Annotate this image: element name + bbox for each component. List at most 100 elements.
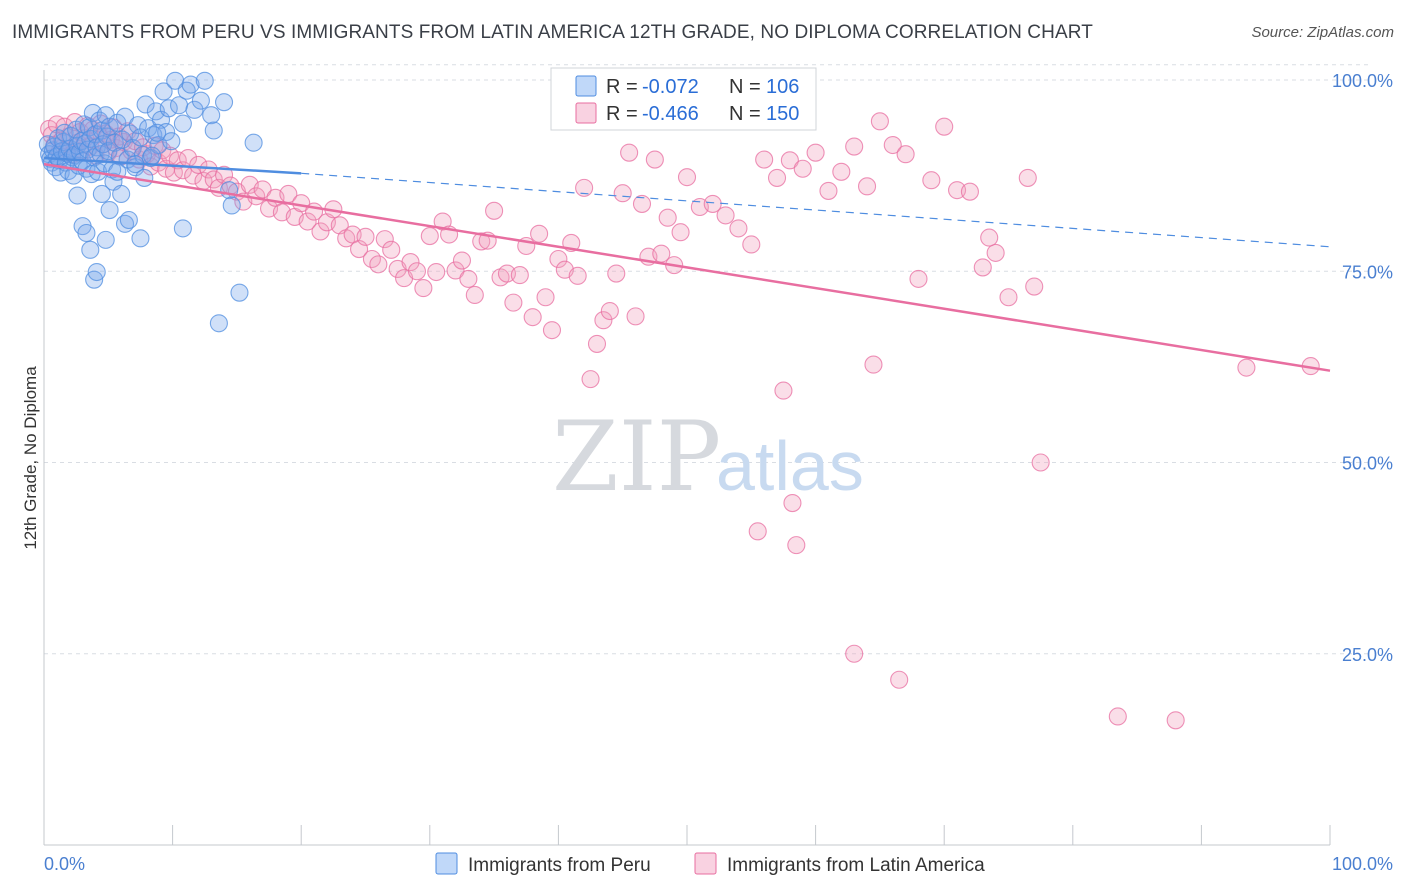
point-latin-america <box>819 181 838 200</box>
trend-line-peru-dashed <box>301 172 1331 248</box>
point-latin-america <box>986 243 1005 262</box>
point-latin-america <box>626 307 645 326</box>
point-latin-america <box>890 670 909 689</box>
point-latin-america <box>600 301 619 321</box>
point-peru <box>112 184 131 204</box>
point-latin-america <box>401 253 420 272</box>
point-latin-america <box>613 184 632 203</box>
point-latin-america <box>356 227 375 246</box>
stats-n-value-latin-america: 150 <box>766 103 799 125</box>
point-latin-america <box>748 522 767 541</box>
point-latin-america <box>369 255 388 274</box>
point-peru <box>119 210 138 230</box>
point-latin-america <box>645 150 664 169</box>
point-latin-america <box>414 279 433 298</box>
point-latin-america <box>922 171 941 190</box>
point-peru <box>87 262 106 282</box>
point-latin-america <box>755 150 774 169</box>
watermark-zip: ZIP <box>552 401 721 513</box>
point-latin-america <box>883 135 902 155</box>
point-latin-america <box>742 235 761 254</box>
trend-line-latin-america <box>43 162 1331 372</box>
point-peru <box>204 121 223 140</box>
trend-layer <box>43 156 1331 372</box>
point-peru <box>244 133 263 152</box>
point-latin-america <box>864 355 883 374</box>
point-latin-america <box>1108 707 1127 726</box>
y-axis-label: 12th Grade, No Diploma <box>21 366 40 550</box>
point-latin-america <box>857 177 877 196</box>
point-latin-america <box>980 228 999 247</box>
point-peru <box>68 186 87 205</box>
point-peru <box>222 196 241 215</box>
point-latin-america <box>671 223 690 242</box>
point-latin-america <box>793 159 812 178</box>
point-latin-america <box>446 261 465 280</box>
y-tick-label: 100.0% <box>1332 71 1393 91</box>
point-peru <box>131 229 150 248</box>
point-peru <box>230 283 249 302</box>
point-peru <box>159 99 178 118</box>
watermark: ZIP atlas <box>552 401 864 513</box>
point-latin-america <box>783 493 802 513</box>
point-latin-america <box>909 269 928 288</box>
point-latin-america <box>575 178 594 197</box>
point-latin-america <box>677 168 697 187</box>
point-latin-america <box>870 112 889 131</box>
point-latin-america <box>832 162 851 181</box>
point-latin-america <box>568 266 587 285</box>
point-peru <box>166 71 185 90</box>
point-latin-america <box>780 151 799 170</box>
point-latin-america <box>311 222 330 241</box>
point-latin-america <box>420 227 439 246</box>
point-latin-america <box>594 311 613 330</box>
chart-source: Source: ZipAtlas.com <box>1251 24 1394 41</box>
point-latin-america <box>658 208 677 227</box>
legend-swatch-peru <box>435 852 458 875</box>
watermark-atlas: atlas <box>716 427 864 505</box>
point-peru <box>115 107 135 126</box>
point-latin-america <box>452 251 472 270</box>
point-latin-america <box>787 536 806 555</box>
y-tick-label: 75.0% <box>1342 262 1393 282</box>
point-latin-america <box>298 212 317 231</box>
point-latin-america <box>536 288 555 307</box>
point-latin-america <box>845 644 864 663</box>
point-latin-america <box>382 240 401 259</box>
point-peru <box>148 123 167 142</box>
point-latin-america <box>523 308 542 327</box>
x-tick-label-min: 0.0% <box>44 854 85 874</box>
y-tick-label: 25.0% <box>1342 645 1393 665</box>
point-latin-america <box>845 137 864 156</box>
y-tick-label: 50.0% <box>1342 454 1393 474</box>
stats-n-label-peru: N = <box>729 76 761 98</box>
point-latin-america <box>896 145 915 164</box>
point-peru <box>195 71 214 90</box>
legend-label-peru: Immigrants from Peru <box>468 855 651 876</box>
point-peru <box>100 201 119 220</box>
point-latin-america <box>204 170 223 189</box>
point-latin-america <box>767 168 787 187</box>
point-peru <box>191 91 210 110</box>
point-latin-america <box>472 232 491 251</box>
point-peru <box>136 95 155 114</box>
stats-r-label-peru: R = <box>606 76 638 98</box>
point-latin-america <box>1018 168 1037 187</box>
point-latin-america <box>620 143 639 162</box>
point-latin-america <box>407 262 426 281</box>
point-peru <box>209 314 228 333</box>
point-latin-america <box>1025 277 1044 296</box>
point-latin-america <box>999 288 1018 307</box>
point-peru <box>181 75 200 94</box>
point-latin-america <box>549 249 568 269</box>
stats-r-value-latin-america: -0.466 <box>642 103 699 125</box>
point-peru <box>142 146 162 165</box>
point-latin-america <box>587 334 607 353</box>
point-latin-america <box>973 258 992 277</box>
point-latin-america <box>530 224 549 243</box>
stats-n-label-latin-america: N = <box>729 103 761 125</box>
point-latin-america <box>806 143 825 162</box>
x-tick-label-max: 100.0% <box>1332 854 1393 874</box>
point-latin-america <box>1166 711 1185 730</box>
